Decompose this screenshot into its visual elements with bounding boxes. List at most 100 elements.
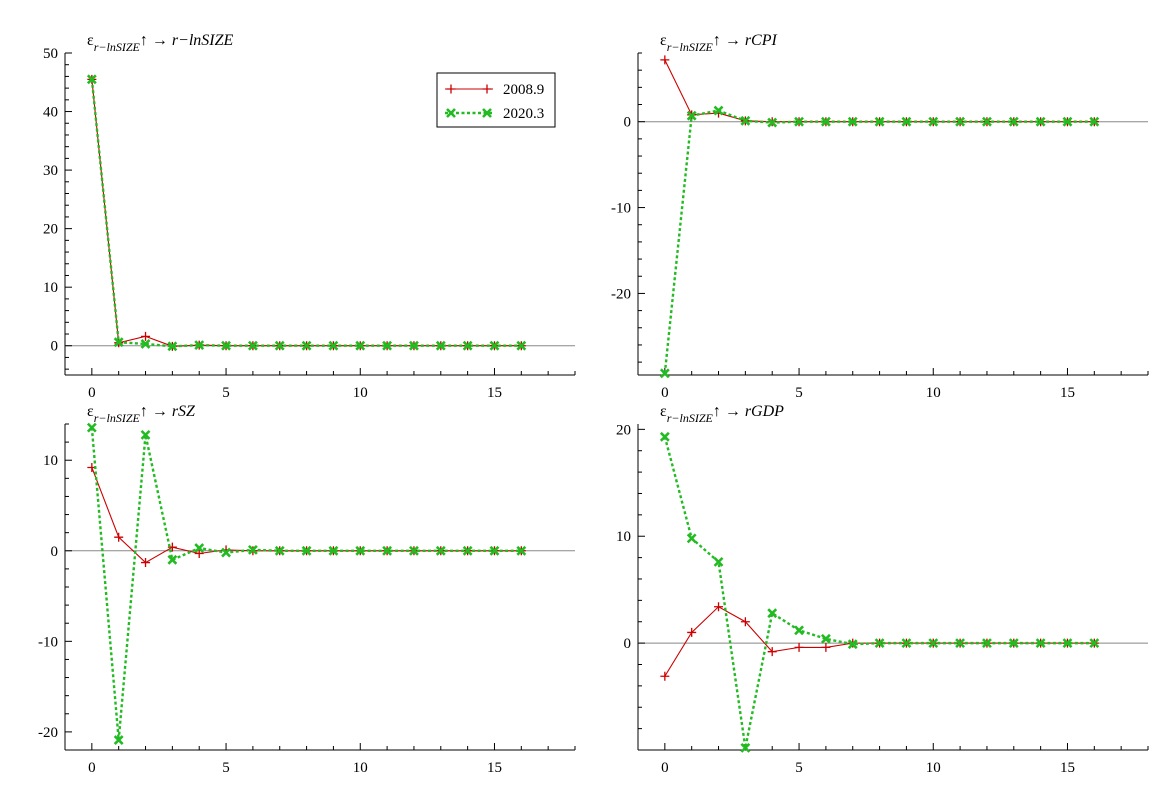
x-tick-label: 0 xyxy=(88,385,96,401)
series-2020.3 xyxy=(659,105,1100,379)
data-point xyxy=(740,742,751,753)
data-point xyxy=(194,548,204,558)
legend-marker xyxy=(482,108,492,118)
data-point xyxy=(713,556,724,567)
data-point xyxy=(1089,638,1100,649)
x-tick-label: 15 xyxy=(487,385,502,401)
legend-marker xyxy=(446,108,456,118)
y-tick-label: 0 xyxy=(624,115,632,131)
x-tick-label: 5 xyxy=(795,760,803,776)
y-tick-label: 0 xyxy=(51,544,59,560)
data-point xyxy=(167,554,178,565)
y-tick-label: 30 xyxy=(43,163,58,179)
data-point xyxy=(301,545,312,556)
series-line xyxy=(90,427,522,741)
x-tick-label: 10 xyxy=(353,760,368,776)
y-tick-label: 50 xyxy=(43,46,58,62)
data-point xyxy=(355,545,366,556)
data-point xyxy=(659,431,670,442)
data-point xyxy=(274,545,285,556)
data-point xyxy=(686,533,697,544)
data-point xyxy=(247,544,258,555)
x-tick-label: 0 xyxy=(661,385,669,401)
x-tick-label: 5 xyxy=(222,760,230,776)
data-point xyxy=(167,341,178,352)
panel-title: εr−lnSIZE↑ → rGDP xyxy=(660,403,784,425)
data-point xyxy=(114,532,124,542)
y-tick-label: 0 xyxy=(624,636,632,652)
panel-2: 0 5 10 15 0 -10 -20 εr−lnSIZE↑ → rCPI xyxy=(611,32,1149,401)
y-tick-label: -10 xyxy=(611,201,631,217)
panel-title: εr−lnSIZE↑ → rCPI xyxy=(660,32,778,54)
data-point xyxy=(113,337,124,348)
data-point xyxy=(820,116,831,127)
data-point xyxy=(140,339,151,349)
data-point xyxy=(1035,116,1046,127)
x-tick-label: 15 xyxy=(1060,760,1075,776)
data-point xyxy=(1035,638,1046,649)
x-tick-label: 10 xyxy=(926,760,941,776)
data-point xyxy=(847,116,858,127)
data-point xyxy=(435,545,446,556)
data-point xyxy=(767,117,778,128)
data-point xyxy=(982,638,992,649)
data-point xyxy=(1008,638,1019,649)
data-point xyxy=(660,55,670,65)
data-point xyxy=(194,340,205,351)
data-point xyxy=(955,116,966,127)
data-point xyxy=(86,74,97,85)
data-point xyxy=(140,429,151,440)
data-point xyxy=(714,602,724,612)
data-point xyxy=(821,642,831,652)
data-point xyxy=(767,608,778,619)
legend-marker xyxy=(482,84,492,94)
y-tick-label: -10 xyxy=(38,634,58,650)
data-point xyxy=(874,116,885,127)
data-point xyxy=(221,340,231,351)
data-point xyxy=(955,638,966,649)
data-point xyxy=(847,639,858,650)
data-point xyxy=(141,331,151,341)
y-tick-label: 10 xyxy=(43,453,58,469)
x-tick-label: 5 xyxy=(222,385,230,401)
data-point xyxy=(409,545,419,556)
data-point xyxy=(167,542,177,552)
data-point xyxy=(794,625,804,636)
data-point xyxy=(874,638,885,649)
data-point xyxy=(1089,116,1100,127)
data-point xyxy=(489,340,500,351)
data-point xyxy=(489,545,500,556)
y-tick-label: 0 xyxy=(51,339,59,355)
data-point xyxy=(901,116,912,127)
data-point xyxy=(516,545,527,556)
y-tick-label: 10 xyxy=(43,280,58,296)
series-line xyxy=(663,109,1095,374)
x-tick-label: 15 xyxy=(1060,385,1075,401)
data-point xyxy=(740,617,750,627)
data-point xyxy=(794,642,804,652)
data-point xyxy=(713,105,724,116)
data-point xyxy=(820,633,831,644)
data-point xyxy=(86,422,97,433)
data-point xyxy=(409,340,419,351)
data-point xyxy=(928,638,939,649)
series-2020.3 xyxy=(659,431,1100,753)
y-tick-label: 20 xyxy=(43,222,58,238)
y-tick-label: -20 xyxy=(611,286,631,302)
data-point xyxy=(328,340,339,351)
x-tick-label: 5 xyxy=(795,385,803,401)
data-point xyxy=(221,547,231,558)
data-point xyxy=(687,627,697,637)
x-tick-label: 0 xyxy=(661,760,669,776)
data-point xyxy=(740,115,751,126)
data-point xyxy=(382,545,393,556)
data-point xyxy=(928,116,939,127)
data-point xyxy=(328,545,339,556)
legend-box xyxy=(436,72,556,128)
data-point xyxy=(355,340,366,351)
data-point xyxy=(901,638,912,649)
x-tick-label: 0 xyxy=(88,760,96,776)
data-point xyxy=(686,110,697,121)
series-2020.3 xyxy=(86,422,527,745)
